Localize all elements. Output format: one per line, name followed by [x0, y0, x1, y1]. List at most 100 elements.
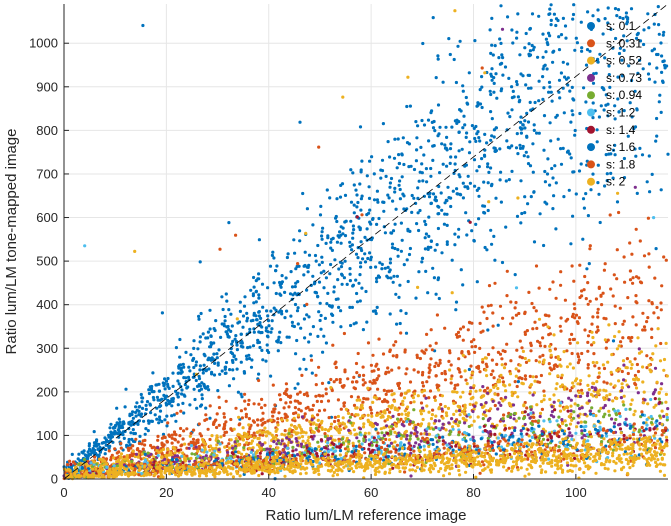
- data-point: [134, 437, 138, 441]
- data-point: [607, 64, 611, 68]
- data-point: [436, 103, 441, 107]
- data-point: [163, 396, 167, 401]
- data-point: [363, 260, 368, 264]
- data-point: [553, 164, 557, 168]
- data-point: [287, 405, 291, 409]
- data-point: [536, 380, 540, 384]
- data-point: [309, 354, 313, 358]
- data-point: [306, 405, 310, 409]
- data-point: [154, 383, 158, 387]
- data-point: [218, 442, 222, 446]
- data-point: [646, 72, 651, 76]
- data-point: [534, 309, 538, 313]
- data-point: [260, 282, 265, 286]
- data-point: [603, 17, 607, 21]
- data-point: [542, 398, 546, 402]
- data-point: [264, 434, 268, 438]
- data-point: [492, 234, 496, 238]
- data-point: [378, 412, 382, 416]
- data-point: [456, 383, 460, 387]
- data-point: [192, 346, 196, 350]
- data-point: [486, 328, 490, 332]
- data-point: [605, 381, 609, 385]
- data-point: [344, 407, 348, 411]
- data-point: [293, 302, 298, 307]
- data-point: [437, 384, 441, 388]
- data-point: [285, 415, 289, 419]
- data-point: [230, 342, 234, 346]
- data-point: [206, 427, 210, 431]
- data-point: [634, 300, 638, 304]
- data-point: [338, 380, 342, 384]
- data-point: [642, 254, 647, 258]
- data-point: [548, 34, 552, 38]
- data-point: [489, 303, 493, 307]
- data-point: [579, 20, 583, 24]
- data-point: [576, 321, 580, 325]
- data-point: [654, 403, 658, 407]
- data-point: [147, 421, 151, 425]
- data-point: [485, 374, 489, 378]
- data-point: [296, 413, 301, 417]
- data-point: [617, 51, 622, 56]
- data-point: [576, 352, 580, 356]
- data-point: [632, 127, 636, 131]
- data-point: [386, 276, 390, 280]
- data-point: [276, 340, 280, 344]
- data-point: [328, 272, 332, 276]
- data-point: [370, 155, 374, 159]
- data-point: [210, 434, 214, 438]
- data-point: [625, 357, 630, 361]
- data-point: [352, 428, 356, 432]
- data-point: [596, 307, 600, 311]
- data-point: [495, 362, 499, 366]
- data-point: [375, 222, 379, 226]
- data-point: [632, 413, 636, 417]
- data-point: [348, 279, 352, 283]
- data-point: [308, 332, 312, 336]
- data-point: [279, 281, 284, 286]
- data-point: [483, 71, 487, 75]
- data-point: [289, 435, 293, 439]
- data-point: [498, 304, 503, 308]
- data-point: [500, 61, 504, 65]
- data-point: [355, 371, 359, 375]
- data-point: [365, 238, 369, 242]
- data-point: [157, 421, 161, 425]
- data-point: [469, 364, 473, 368]
- data-point: [552, 415, 556, 419]
- data-point: [597, 366, 601, 370]
- data-point: [280, 418, 284, 422]
- data-point: [573, 307, 577, 311]
- data-point: [385, 417, 390, 422]
- data-point: [520, 356, 525, 360]
- data-point: [229, 350, 233, 354]
- data-point: [527, 358, 531, 363]
- data-point: [175, 454, 179, 458]
- data-point: [329, 262, 333, 267]
- data-point: [256, 423, 260, 427]
- data-point: [473, 184, 477, 188]
- data-point: [178, 355, 182, 359]
- data-point: [95, 444, 99, 448]
- data-point: [399, 417, 403, 421]
- data-point: [354, 188, 358, 192]
- data-point: [391, 354, 395, 358]
- data-point: [429, 438, 433, 442]
- data-point: [215, 434, 219, 438]
- data-point: [615, 248, 619, 252]
- data-point: [276, 446, 280, 450]
- data-point: [492, 385, 496, 389]
- data-point: [302, 264, 306, 268]
- data-point: [490, 117, 494, 121]
- data-point: [476, 130, 480, 134]
- data-point: [416, 186, 420, 190]
- data-point: [258, 324, 262, 328]
- data-point: [151, 371, 155, 375]
- data-point: [178, 434, 182, 438]
- data-point: [224, 371, 228, 375]
- data-point: [577, 358, 581, 362]
- data-point: [419, 401, 424, 405]
- data-point: [396, 420, 401, 424]
- data-point: [402, 207, 406, 211]
